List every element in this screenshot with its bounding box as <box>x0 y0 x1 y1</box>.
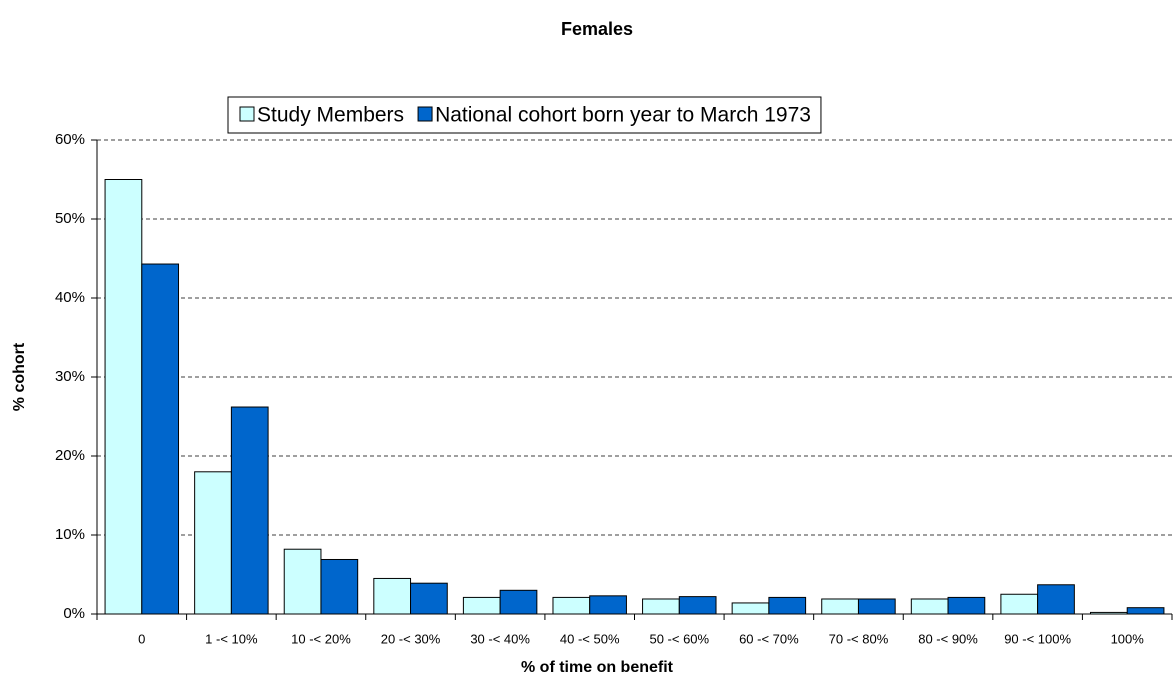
bar <box>194 471 232 615</box>
y-tick-label: 60% <box>55 131 85 148</box>
x-tick-label: 0 <box>138 631 145 646</box>
y-tick-label: 40% <box>55 289 85 306</box>
bar <box>857 598 896 615</box>
bar <box>552 596 591 615</box>
bar <box>589 595 627 615</box>
bar <box>283 548 322 615</box>
x-tick-label: 20 -< 30% <box>381 631 441 646</box>
bar <box>141 263 180 615</box>
bar <box>320 558 359 615</box>
legend-box <box>227 96 822 134</box>
y-tick-label: 10% <box>55 526 85 543</box>
x-tick-label: 40 -< 50% <box>560 631 620 646</box>
bar <box>910 598 949 615</box>
bar <box>104 179 143 615</box>
bar <box>462 596 501 615</box>
y-tick-label: 20% <box>55 447 85 464</box>
bar <box>1037 584 1075 615</box>
y-tick-label: 0% <box>63 605 85 622</box>
y-tick-label: 30% <box>55 368 85 385</box>
x-tick-label: 60 -< 70% <box>739 631 799 646</box>
x-tick-label: 80 -< 90% <box>918 631 978 646</box>
y-tick-label: 50% <box>55 210 85 227</box>
bar <box>499 589 538 615</box>
bar <box>731 602 770 615</box>
x-tick-label: 50 -< 60% <box>649 631 709 646</box>
legend-swatch <box>417 106 433 122</box>
legend-swatch <box>239 106 255 122</box>
x-tick-label: 90 -< 100% <box>1004 631 1071 646</box>
chart-title: Females <box>561 19 633 39</box>
bar <box>373 577 412 615</box>
x-tick-label: 100% <box>1111 631 1145 646</box>
bar <box>230 406 269 615</box>
legend-label: National cohort born year to March 1973 <box>435 104 811 127</box>
bar <box>768 596 807 615</box>
y-axis-title: % cohort <box>11 342 28 411</box>
bar <box>1126 607 1165 615</box>
bar <box>1000 593 1039 615</box>
bar <box>821 598 859 615</box>
x-tick-label: 1 -< 10% <box>205 631 258 646</box>
bar <box>410 582 448 615</box>
bar <box>678 596 717 615</box>
x-tick-label: 30 -< 40% <box>470 631 530 646</box>
x-tick-label: 10 -< 20% <box>291 631 351 646</box>
bar <box>642 598 680 615</box>
bar <box>947 596 986 615</box>
legend-label: Study Members <box>257 104 404 127</box>
x-axis-title: % of time on benefit <box>521 659 674 676</box>
x-tick-label: 70 -< 80% <box>829 631 889 646</box>
